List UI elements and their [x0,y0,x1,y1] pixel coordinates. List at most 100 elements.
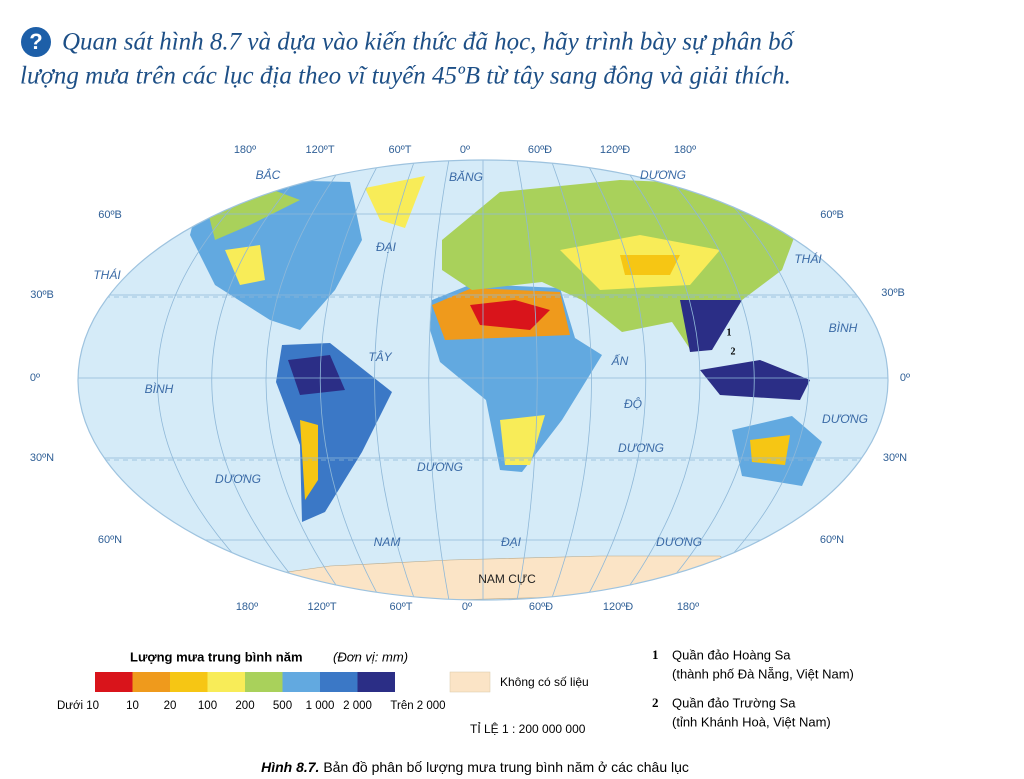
longitude-label: 120ºĐ [600,144,630,156]
meridian [428,160,450,600]
meridian [157,160,279,600]
longitude-label: 120ºT [305,144,334,156]
note-line: Quần đảo Trường Sa [672,695,796,710]
question-line: Quan sát hình 8.7 và dựa vào kiến thức đ… [62,29,796,56]
no-data-swatch [449,671,491,693]
meridian [550,160,592,600]
caption: Hình 8.7. Bản đồ phân bố lượng mưa trung… [261,759,689,775]
region [300,420,318,500]
legend-label: Trên 2 000 [390,700,445,712]
ocean-label: ĐẠI [376,240,397,254]
region [620,255,680,275]
longitude-label: 0º [462,601,472,613]
note-number: 2 [652,695,659,710]
question-icon-bg [21,27,51,57]
latitude-label: 0º [900,372,910,384]
legend-label: 200 [235,700,254,712]
longitude-label: 60ºT [390,601,413,613]
ocean-label: ĐẠI [501,535,522,549]
islands [700,360,810,400]
meridian [653,160,755,600]
ocean-label: DƯƠNG [640,168,686,182]
meridian [516,160,538,600]
legend-swatch [282,672,320,692]
longitude-label: 120ºT [307,601,336,613]
ocean-label: TÂY [368,349,392,364]
ocean-label: BĂNG [449,169,483,184]
longitude-label: 120ºĐ [603,601,633,613]
legend-label: Dưới 10 [57,700,99,712]
longitude-label: 60ºT [389,144,412,156]
ocean-label: ẤN [611,353,629,368]
meridian [319,160,382,600]
legend-swatch [95,672,133,692]
longitude-label: 0º [460,144,470,156]
ocean-label: DƯƠNG [215,472,261,486]
island-marker: 2 [731,346,736,357]
note-line: (thành phố Đà Nẵng, Việt Nam) [672,666,854,681]
longitude-label: 180º [236,601,258,613]
legend-swatch [170,672,208,692]
legend-swatch [207,672,245,692]
question-icon: ? [29,29,42,54]
latitude-label: 0º [30,372,40,384]
legend-title: Lượng mưa trung bình năm [130,649,303,664]
latitude-label: 30ºB [881,287,905,299]
legend-swatch [320,672,358,692]
ocean-label: BÌNH [145,381,174,396]
region [500,415,545,465]
note-number: 1 [652,647,659,662]
latitude-label: 60ºN [98,534,122,546]
meridian [687,160,809,600]
legend-swatch [357,672,395,692]
map [78,160,888,600]
region [680,300,742,352]
legend-label: 10 [126,700,139,712]
map-border [77,159,889,601]
latitude-label: 30ºN [883,452,907,464]
meridian [619,160,701,600]
note-line: Quần đảo Hoàng Sa [672,647,791,662]
region [470,300,550,330]
latitude-label: 30ºN [30,452,54,464]
legend-label: 500 [273,700,292,712]
meridian [584,160,647,600]
region [288,355,345,395]
ocean-label: THÁI [794,251,822,266]
ocean-label: DƯƠNG [417,460,463,474]
ocean-label: DƯƠNG [822,412,868,426]
legend-label: 20 [164,700,177,712]
ocean-label: THÁI [93,267,121,282]
region [750,435,790,465]
longitude-label: 180º [234,144,256,156]
region [225,245,265,285]
ocean-label: BẮC [256,167,281,182]
question-line: lượng mưa trên các lục địa theo vĩ tuyến… [20,63,791,90]
longitude-label: 60ºĐ [528,144,552,156]
meridian [374,160,416,600]
legend-swatch [245,672,283,692]
meridian [265,160,347,600]
legend-label: 2 000 [343,700,372,712]
legend-label: 100 [198,700,217,712]
ocean-label: DƯƠNG [618,441,664,455]
meridian [211,160,313,600]
legend-swatch [132,672,170,692]
no-data-label: Không có số liệu [500,675,589,689]
latitude-label: 60ºB [820,209,844,221]
latitude-label: 30ºB [30,289,54,301]
ocean-label: BÌNH [829,320,858,335]
latitude-label: 60ºN [820,534,844,546]
caption-label: Hình 8.7. [261,759,319,775]
island-marker: 1 [727,327,732,338]
legend-unit: (Đơn vị: mm) [333,649,408,664]
ocean-label: NAM [374,535,401,549]
note-line: (tỉnh Khánh Hoà, Việt Nam) [672,714,831,729]
longitude-label: 180º [677,601,699,613]
longitude-label: 60ºĐ [529,601,553,613]
latitude-label: 60ºB [98,209,122,221]
continent-label: NAM CỰC [478,572,536,586]
